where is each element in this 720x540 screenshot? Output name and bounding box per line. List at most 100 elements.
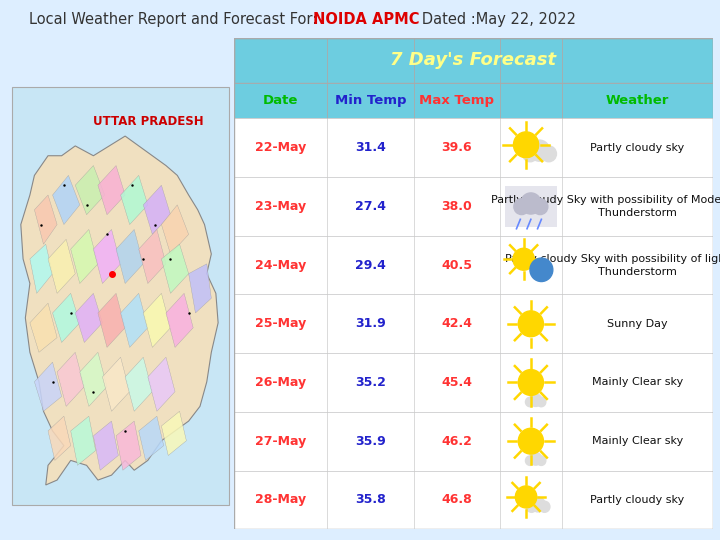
Text: Partly cloudy Sky with possibility of Moderate rain or
Thunderstorm: Partly cloudy Sky with possibility of Mo… — [491, 195, 720, 218]
Circle shape — [516, 486, 537, 508]
Text: 31.4: 31.4 — [355, 141, 386, 154]
Text: 7 Day's Forecast: 7 Day's Forecast — [390, 51, 557, 70]
Circle shape — [518, 369, 544, 395]
Polygon shape — [94, 230, 121, 284]
Text: 26-May: 26-May — [255, 376, 306, 389]
Circle shape — [518, 428, 544, 454]
Text: 28-May: 28-May — [255, 494, 306, 507]
Text: 23-May: 23-May — [255, 200, 306, 213]
Polygon shape — [76, 166, 104, 215]
Polygon shape — [35, 195, 57, 244]
Polygon shape — [80, 352, 107, 406]
Polygon shape — [161, 411, 186, 455]
Polygon shape — [53, 176, 80, 225]
Bar — [12, 87, 230, 504]
Bar — [505, 186, 557, 227]
Polygon shape — [121, 293, 148, 347]
Text: Sunny Day: Sunny Day — [607, 319, 667, 329]
Circle shape — [526, 397, 535, 407]
Text: Mainly Clear sky: Mainly Clear sky — [592, 436, 683, 446]
Circle shape — [526, 456, 535, 465]
Polygon shape — [161, 244, 189, 293]
Text: 45.4: 45.4 — [441, 376, 472, 389]
Polygon shape — [189, 264, 212, 313]
Polygon shape — [139, 230, 166, 284]
Circle shape — [513, 248, 534, 270]
Circle shape — [536, 456, 546, 465]
Polygon shape — [116, 421, 141, 470]
Polygon shape — [48, 239, 76, 293]
Bar — [234, 177, 713, 236]
Text: 39.6: 39.6 — [441, 141, 472, 154]
Polygon shape — [76, 293, 102, 342]
Bar — [234, 294, 713, 353]
Polygon shape — [48, 416, 71, 461]
Polygon shape — [98, 293, 125, 347]
Polygon shape — [71, 230, 98, 284]
Circle shape — [514, 199, 529, 214]
Text: Min Temp: Min Temp — [335, 94, 406, 107]
Text: 35.8: 35.8 — [355, 494, 386, 507]
Polygon shape — [30, 303, 57, 352]
Bar — [234, 470, 713, 529]
Polygon shape — [21, 136, 218, 485]
Circle shape — [541, 146, 557, 162]
Circle shape — [532, 199, 548, 214]
Polygon shape — [125, 357, 153, 411]
Circle shape — [513, 132, 539, 158]
Circle shape — [526, 501, 537, 512]
Text: NOIDA APMC: NOIDA APMC — [313, 12, 420, 27]
Polygon shape — [139, 416, 163, 461]
Text: 40.5: 40.5 — [441, 259, 472, 272]
Text: Mainly Clear sky: Mainly Clear sky — [592, 377, 683, 388]
Text: Partly cloudy Sky with possibility of light rain or
Thunderstorm: Partly cloudy Sky with possibility of li… — [505, 253, 720, 276]
Polygon shape — [98, 166, 125, 215]
Polygon shape — [35, 362, 62, 411]
Bar — [234, 83, 713, 118]
Circle shape — [531, 497, 545, 512]
Bar — [234, 118, 713, 177]
Polygon shape — [143, 185, 171, 234]
Polygon shape — [148, 357, 175, 411]
Text: 46.2: 46.2 — [441, 435, 472, 448]
Text: 27.4: 27.4 — [355, 200, 386, 213]
Polygon shape — [143, 293, 171, 347]
Circle shape — [529, 140, 550, 161]
Bar — [234, 353, 713, 412]
Polygon shape — [166, 293, 193, 347]
Text: Date: Date — [263, 94, 298, 107]
Polygon shape — [161, 205, 189, 254]
Text: Partly cloudy sky: Partly cloudy sky — [590, 495, 685, 505]
Circle shape — [536, 397, 546, 407]
Text: 25-May: 25-May — [255, 318, 306, 330]
Circle shape — [530, 258, 553, 281]
Text: 46.8: 46.8 — [441, 494, 472, 507]
Text: 35.9: 35.9 — [355, 435, 386, 448]
Polygon shape — [102, 357, 130, 411]
Text: Max Temp: Max Temp — [419, 94, 494, 107]
Circle shape — [521, 193, 541, 214]
Text: Local Weather Report and Forecast For:: Local Weather Report and Forecast For: — [29, 12, 322, 27]
Text: Weather: Weather — [606, 94, 669, 107]
Polygon shape — [116, 230, 143, 284]
Polygon shape — [53, 293, 80, 342]
Text: UTTAR PRADESH: UTTAR PRADESH — [92, 115, 203, 128]
Text: 31.9: 31.9 — [355, 318, 386, 330]
Text: 22-May: 22-May — [255, 141, 306, 154]
Text: Dated :May 22, 2022: Dated :May 22, 2022 — [408, 12, 576, 27]
Bar — [234, 412, 713, 470]
Bar — [234, 236, 713, 294]
Circle shape — [529, 394, 542, 407]
Circle shape — [529, 453, 542, 465]
Polygon shape — [121, 176, 148, 225]
Circle shape — [523, 146, 538, 162]
Text: 38.0: 38.0 — [441, 200, 472, 213]
Text: 24-May: 24-May — [255, 259, 306, 272]
Text: 29.4: 29.4 — [355, 259, 386, 272]
Circle shape — [518, 311, 544, 337]
Text: 35.2: 35.2 — [355, 376, 386, 389]
Text: Partly cloudy sky: Partly cloudy sky — [590, 143, 685, 153]
Polygon shape — [71, 416, 96, 465]
Circle shape — [539, 501, 550, 512]
Polygon shape — [30, 244, 53, 293]
